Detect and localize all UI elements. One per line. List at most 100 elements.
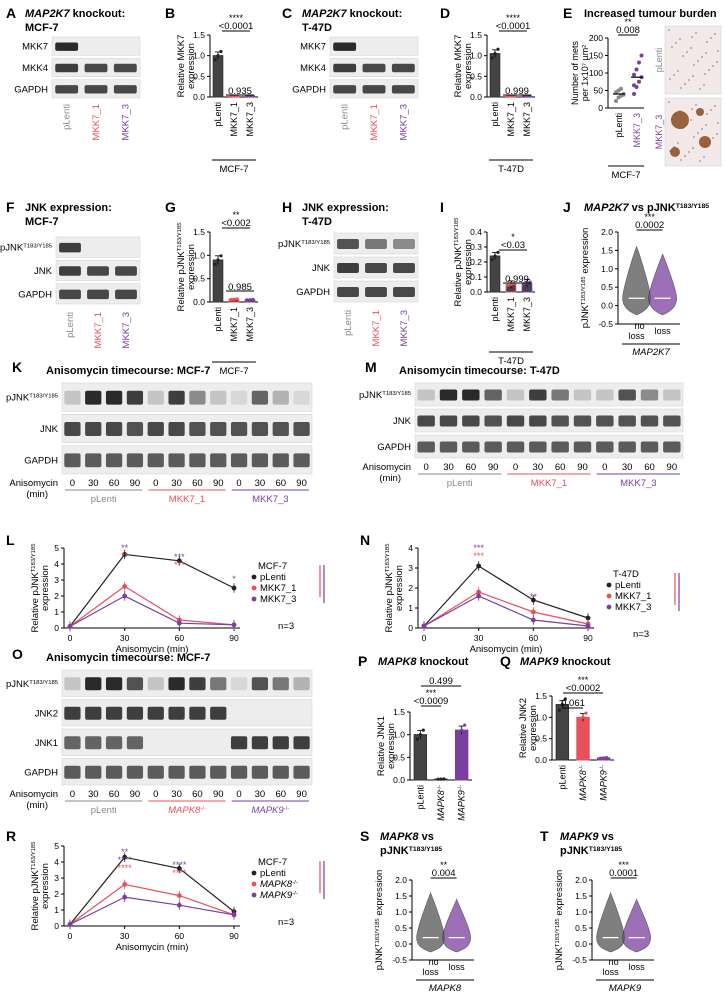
y-tick-label: 1.0	[193, 250, 205, 260]
blot-band	[64, 736, 81, 750]
x-tick-label: loss	[449, 962, 466, 972]
y-tick-label: 4	[408, 543, 413, 553]
data-point	[248, 298, 252, 302]
group-label: MKK7_1	[531, 478, 567, 489]
blot-band	[126, 706, 144, 720]
time-label: 90	[577, 462, 588, 473]
data-point	[213, 58, 217, 62]
legend-label: pLenti	[615, 580, 641, 591]
y-axis-label: expression	[386, 723, 397, 769]
label-part: MKK4	[300, 63, 326, 74]
label-part: pJNK	[359, 390, 383, 401]
label-part: -/-	[579, 765, 585, 770]
panel-title: MCF-7	[25, 216, 59, 228]
blot-band	[55, 42, 79, 51]
time-label: 0	[70, 789, 75, 800]
panel-letter: C	[282, 5, 292, 21]
y-tick-label: 0	[54, 921, 59, 931]
bar	[212, 55, 224, 98]
label-part: MKK7_1	[615, 591, 651, 602]
label-part: MKK7_1	[229, 102, 239, 137]
label-part: Relative pJNK	[384, 572, 395, 633]
label-part: T183/Y185	[676, 203, 710, 210]
y-axis-label: pJNKT183/Y185 expression	[554, 870, 565, 971]
y-tick-label: -0.5	[598, 319, 613, 329]
time-label: 90	[130, 478, 141, 489]
label-part: MKK7_1	[260, 583, 296, 594]
blot-band	[596, 389, 614, 401]
group-label: MAPK8-/-	[168, 805, 206, 816]
panel-title: T-47D	[302, 22, 332, 34]
blot-K: pJNKT183/Y185 JNK GAPDH	[6, 382, 313, 475]
blot-band	[105, 765, 123, 779]
lane-label: pLenti	[62, 104, 73, 130]
legend-marker	[251, 574, 257, 580]
data-point	[632, 83, 636, 88]
data-point	[637, 79, 641, 84]
blot-strip	[61, 669, 313, 697]
x-tick-label: 90	[229, 931, 239, 941]
panel-letter: K	[12, 359, 22, 375]
y-axis-label: Number of mets	[570, 40, 580, 105]
panel-title: Anisomycin timecourse: MCF-7	[46, 365, 210, 377]
data-point	[460, 728, 464, 732]
blot-strip	[61, 728, 313, 756]
blot-band	[333, 85, 357, 94]
panel-title: Anisomycin timecourse: T-47D	[399, 365, 560, 377]
blot-band	[87, 289, 109, 300]
blot-band	[293, 422, 310, 436]
tissue-speckle	[680, 159, 682, 161]
blot-band	[147, 390, 164, 405]
violin	[416, 891, 445, 953]
tissue-speckle	[705, 52, 707, 54]
y-tick-label: 0.5	[393, 752, 405, 762]
label-part: knockout	[417, 656, 469, 668]
label-part: MKK7_3	[522, 102, 532, 137]
blot-row-label: JNK	[312, 263, 331, 274]
y-axis-label: expression	[394, 565, 405, 611]
time-label: 90	[296, 478, 307, 489]
y-tick-label: 1.5	[193, 227, 205, 237]
y-tick-label: 2	[54, 591, 59, 601]
x-axis-label: Anisomycin (min)	[470, 644, 543, 655]
label-part: MKK7_1	[169, 494, 205, 505]
y-tick-label: 3	[54, 575, 59, 585]
label-part: Relative pJNK	[453, 246, 464, 307]
blot-band	[59, 289, 81, 300]
time-label: 90	[130, 789, 141, 800]
y-axis-label: expression	[186, 43, 197, 89]
tissue-speckle	[680, 87, 682, 89]
data-point	[476, 563, 482, 569]
blot-band	[573, 441, 592, 453]
data-point	[245, 298, 249, 302]
time-label: 30	[622, 462, 633, 473]
blot-band	[439, 415, 458, 427]
blot-band	[272, 677, 289, 691]
y-tick-label: 0.5	[470, 71, 482, 81]
data-point	[530, 609, 536, 615]
blot-band	[337, 239, 359, 249]
panel-letter: H	[282, 199, 292, 215]
y-tick-label: 0.3	[470, 242, 482, 252]
data-point	[231, 622, 237, 628]
label-part: MAP2K7	[25, 8, 71, 20]
data-point	[557, 708, 561, 712]
blot-row-label: GAPDH	[292, 84, 326, 95]
blot-band	[168, 453, 185, 468]
blot-band	[640, 415, 659, 427]
x-tick-label: MAPK9-/-	[457, 785, 467, 821]
series-line	[69, 585, 235, 627]
time-label: 0	[153, 478, 158, 489]
tissue-speckle	[677, 70, 679, 72]
time-label: 0	[424, 462, 429, 473]
y-tick-label: 3	[408, 563, 413, 573]
blot-band	[293, 453, 310, 468]
y-axis-label: Relative pJNKT183/Y185	[30, 841, 41, 931]
data-point	[585, 615, 591, 621]
y-tick-label: 0.0	[470, 287, 482, 297]
group-label: MAPK9	[609, 983, 642, 994]
tissue-speckle	[693, 136, 695, 138]
tissue-speckle	[692, 147, 694, 149]
blot-row-label: pJNKT183/Y185	[6, 393, 59, 404]
label-part: Relative pJNK	[30, 870, 41, 931]
